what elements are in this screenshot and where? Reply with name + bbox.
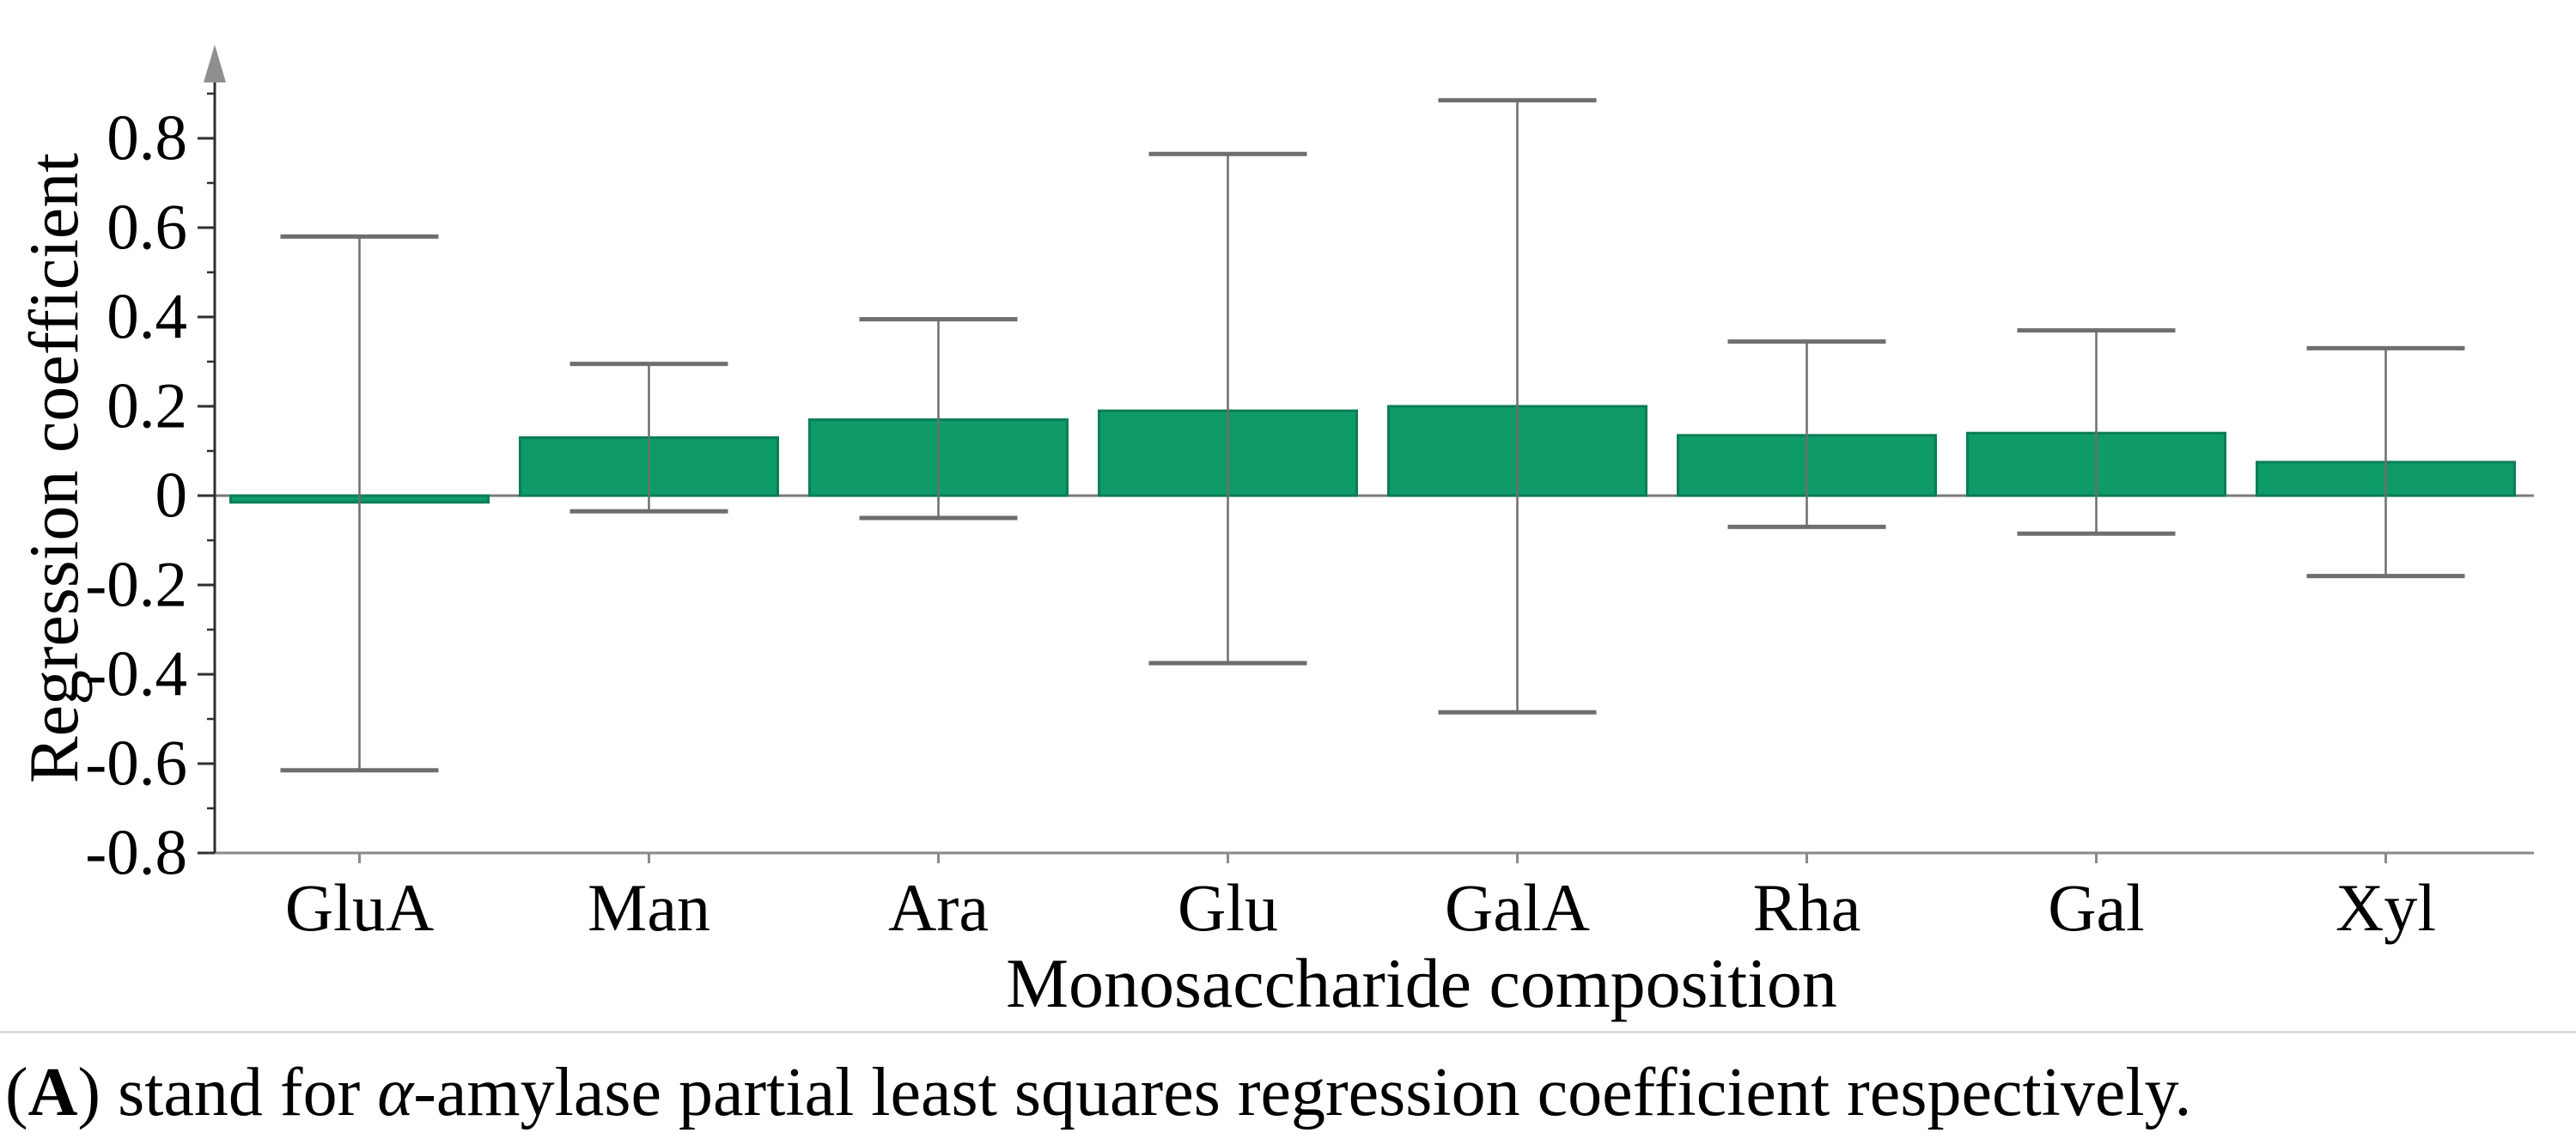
- caption-open-paren: (: [5, 1055, 28, 1130]
- x-category-label-GalA: GalA: [1445, 870, 1590, 945]
- caption-after-label: ) stand for: [77, 1055, 378, 1130]
- regression-bar-chart: 0.8 0.6 0.4 0.2 0 -0.2 -0.4 -0.6 -0.8 GluA Man Ara G…: [15, 45, 2534, 1022]
- caption-alpha-symbol: α: [377, 1055, 414, 1130]
- figure-caption: (A) stand for α-amylase partial least sq…: [5, 1050, 2565, 1136]
- x-axis-title: Monosaccharide composition: [1006, 944, 1837, 1022]
- y-tick-label: -0.8: [85, 818, 187, 889]
- x-category-label-Xyl: Xyl: [2335, 870, 2436, 945]
- y-axis-arrow-icon: [204, 45, 226, 82]
- figure-separator: [0, 1031, 2576, 1033]
- y-tick-label: 0.8: [107, 103, 187, 174]
- y-tick-label: 0.4: [107, 282, 187, 353]
- y-tick-label: 0: [155, 460, 188, 532]
- x-category-label-Glu: Glu: [1178, 870, 1278, 945]
- y-tick-label: -0.2: [85, 550, 187, 621]
- y-axis-title: Regression coefficient: [15, 153, 93, 783]
- x-category-label-Gal: Gal: [2048, 870, 2145, 945]
- y-tick-label: -0.6: [85, 728, 187, 800]
- y-tick-label: 0.6: [107, 192, 187, 264]
- x-category-label-GluA: GluA: [285, 870, 434, 945]
- y-tick-label: 0.2: [107, 371, 187, 442]
- x-category-label-Ara: Ara: [888, 870, 989, 945]
- x-category-label-Man: Man: [588, 870, 710, 945]
- x-category-label-Rha: Rha: [1753, 870, 1861, 945]
- y-tick-label: -0.4: [85, 639, 187, 710]
- caption-rest: -amylase partial least squares regressio…: [413, 1055, 2192, 1130]
- caption-panel-label: A: [27, 1055, 78, 1130]
